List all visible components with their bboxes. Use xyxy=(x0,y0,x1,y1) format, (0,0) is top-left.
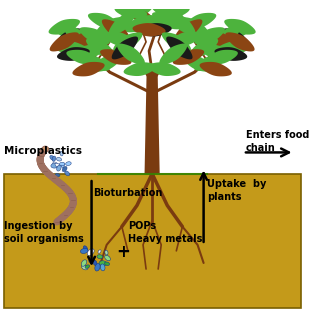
Polygon shape xyxy=(182,54,213,72)
Polygon shape xyxy=(100,49,132,65)
Ellipse shape xyxy=(62,166,67,172)
Polygon shape xyxy=(54,26,86,40)
Text: Ingestion by
soil organisms: Ingestion by soil organisms xyxy=(4,221,84,244)
Polygon shape xyxy=(53,28,81,49)
Polygon shape xyxy=(173,49,204,65)
Text: +: + xyxy=(116,244,130,261)
Text: POPs
Heavy metals: POPs Heavy metals xyxy=(128,221,202,244)
Ellipse shape xyxy=(89,259,92,262)
Polygon shape xyxy=(194,55,225,71)
Ellipse shape xyxy=(42,147,49,151)
Polygon shape xyxy=(189,38,218,58)
Polygon shape xyxy=(217,41,251,55)
Polygon shape xyxy=(197,43,228,59)
Polygon shape xyxy=(218,26,250,40)
Text: Uptake  by
plants: Uptake by plants xyxy=(207,179,266,202)
Polygon shape xyxy=(166,36,193,60)
Ellipse shape xyxy=(87,249,94,256)
Ellipse shape xyxy=(82,265,88,270)
Ellipse shape xyxy=(52,156,56,161)
Bar xyxy=(4,174,300,308)
Polygon shape xyxy=(152,12,182,29)
Ellipse shape xyxy=(105,250,108,255)
Polygon shape xyxy=(103,32,135,46)
Ellipse shape xyxy=(95,263,100,271)
Polygon shape xyxy=(148,62,180,76)
Ellipse shape xyxy=(81,260,87,266)
Polygon shape xyxy=(63,24,90,47)
Polygon shape xyxy=(214,47,247,61)
Polygon shape xyxy=(215,24,241,47)
Polygon shape xyxy=(125,15,155,32)
Polygon shape xyxy=(79,55,110,71)
Polygon shape xyxy=(57,47,90,61)
Ellipse shape xyxy=(65,171,69,176)
Polygon shape xyxy=(108,12,135,35)
Polygon shape xyxy=(121,4,153,20)
Ellipse shape xyxy=(85,265,90,268)
Polygon shape xyxy=(72,62,105,76)
Polygon shape xyxy=(76,43,107,59)
Polygon shape xyxy=(88,13,119,28)
Polygon shape xyxy=(86,38,115,58)
Ellipse shape xyxy=(53,162,58,167)
Polygon shape xyxy=(50,32,79,52)
Text: Bioturbation: Bioturbation xyxy=(93,188,163,198)
Polygon shape xyxy=(200,62,232,76)
Polygon shape xyxy=(206,50,238,64)
Polygon shape xyxy=(132,23,166,36)
Polygon shape xyxy=(69,32,101,46)
Polygon shape xyxy=(66,50,99,64)
Polygon shape xyxy=(124,62,156,76)
Polygon shape xyxy=(128,8,158,27)
Polygon shape xyxy=(174,19,203,40)
Ellipse shape xyxy=(97,255,103,259)
Polygon shape xyxy=(203,32,235,46)
Polygon shape xyxy=(169,12,196,35)
Text: Enters food
chain: Enters food chain xyxy=(246,130,309,153)
Polygon shape xyxy=(95,17,124,36)
Polygon shape xyxy=(54,41,87,55)
Ellipse shape xyxy=(60,162,65,166)
Ellipse shape xyxy=(100,264,105,271)
Ellipse shape xyxy=(57,165,61,171)
Ellipse shape xyxy=(51,163,58,168)
Polygon shape xyxy=(195,27,225,44)
Ellipse shape xyxy=(104,262,109,266)
Polygon shape xyxy=(224,19,256,35)
Polygon shape xyxy=(157,5,190,19)
Ellipse shape xyxy=(93,260,97,266)
Polygon shape xyxy=(151,4,183,20)
Ellipse shape xyxy=(56,157,61,161)
Polygon shape xyxy=(92,54,122,72)
Ellipse shape xyxy=(98,250,101,253)
Ellipse shape xyxy=(83,246,87,251)
Ellipse shape xyxy=(55,173,60,177)
Polygon shape xyxy=(102,19,130,40)
Polygon shape xyxy=(115,5,147,19)
Polygon shape xyxy=(139,23,172,36)
Ellipse shape xyxy=(99,261,107,266)
Polygon shape xyxy=(147,8,176,27)
Polygon shape xyxy=(113,32,142,52)
Polygon shape xyxy=(162,32,191,52)
Polygon shape xyxy=(79,27,110,44)
Ellipse shape xyxy=(80,248,88,253)
Ellipse shape xyxy=(60,151,63,156)
Polygon shape xyxy=(169,32,202,46)
Polygon shape xyxy=(49,19,80,35)
Text: Microplastics: Microplastics xyxy=(4,146,82,156)
Polygon shape xyxy=(180,17,209,36)
Polygon shape xyxy=(112,36,138,60)
Polygon shape xyxy=(223,28,251,49)
Polygon shape xyxy=(185,13,216,28)
Ellipse shape xyxy=(105,255,110,261)
Ellipse shape xyxy=(55,163,60,167)
Polygon shape xyxy=(117,44,145,65)
Ellipse shape xyxy=(50,156,54,160)
Polygon shape xyxy=(159,44,187,65)
Ellipse shape xyxy=(66,162,71,165)
Ellipse shape xyxy=(61,163,64,168)
Polygon shape xyxy=(225,32,255,52)
